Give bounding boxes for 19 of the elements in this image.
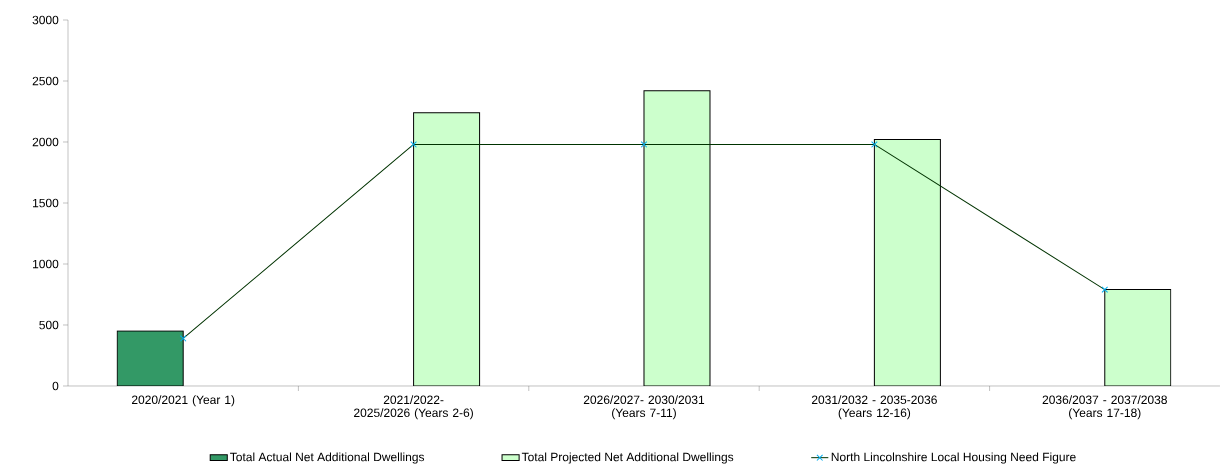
y-tick-label: 1000 <box>33 259 59 269</box>
x-tick-label: 2026/2027- 2030/2031 (Years 7-11) <box>583 395 705 420</box>
x-tick-label: 2031/2032 - 2035-2036 (Years 12-16) <box>811 395 937 420</box>
bar <box>413 112 481 386</box>
y-tick-label: 2500 <box>32 76 59 86</box>
y-tick-label: 3000 <box>32 15 59 25</box>
legend-label: North Lincolnshire Local Housing Need Figure <box>831 452 1076 464</box>
y-tick-label: 1500 <box>33 198 59 208</box>
legend-label: Total Actual Net Additional Dwellings <box>230 452 425 464</box>
y-tick-label: 2000 <box>32 137 59 147</box>
x-tick-label: 2036/2037 - 2037/2038 (Years 17-18) <box>1042 395 1167 420</box>
bar <box>643 90 711 386</box>
x-tick-label: 2021/2022- 2025/2026 (Years 2-6) <box>354 395 473 420</box>
bar <box>1104 289 1172 386</box>
bar <box>873 139 941 386</box>
y-tick-label: 0 <box>52 381 59 391</box>
legend-label: Total Projected Net Additional Dwellings <box>521 452 734 464</box>
y-tick-label: 500 <box>39 320 59 330</box>
x-tick-label: 2020/2021 (Year 1) <box>131 395 235 407</box>
